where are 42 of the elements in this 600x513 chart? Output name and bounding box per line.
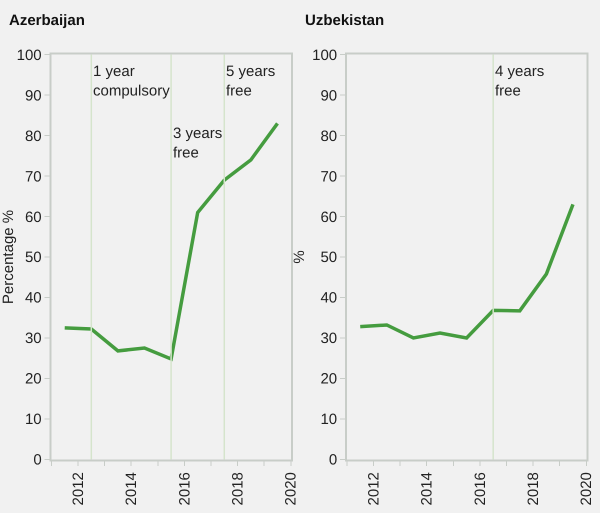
y-axis-title: %	[290, 250, 308, 264]
y-tick-label: 0	[328, 452, 338, 469]
y-tick-label: 10	[24, 411, 42, 428]
y-tick-label: 90	[24, 87, 42, 104]
y-tick-label: 30	[24, 330, 42, 348]
x-tick-label: 2018	[524, 472, 542, 506]
x-tick-label: 2020	[578, 472, 596, 506]
y-tick-label: 60	[320, 208, 338, 226]
ref-line-label: 1 year compulsory	[93, 63, 170, 100]
y-tick-label: 50	[24, 249, 42, 266]
y-tick-label: 90	[320, 87, 338, 104]
y-tick-label: 80	[24, 128, 42, 145]
y-tick-label: 60	[24, 208, 42, 226]
x-tick-label: 2016	[176, 472, 194, 506]
line-series	[62, 122, 280, 361]
y-tick-label: 70	[24, 168, 42, 186]
x-tick-label: 2016	[472, 472, 489, 506]
y-tick-label: 80	[320, 128, 338, 145]
chart-title: Azerbaijan	[9, 12, 85, 29]
y-tick-label: 30	[320, 330, 338, 348]
y-tick-label: 100	[16, 46, 42, 64]
x-tick-label: 2018	[229, 472, 246, 506]
y-tick-label: 50	[320, 249, 338, 266]
ref-line-label: 5 years free	[226, 63, 276, 100]
x-tick-label: 2014	[418, 472, 436, 506]
line-series	[358, 202, 575, 340]
x-tick-label: 2012	[365, 472, 382, 506]
x-tick-label: 2020	[282, 472, 300, 506]
y-tick-label: 20	[320, 370, 338, 388]
y-tick-label: 40	[24, 290, 42, 307]
y-tick-label: 100	[312, 46, 338, 64]
chart-title: Uzbekistan	[305, 12, 384, 29]
x-tick-label: 2014	[123, 472, 140, 506]
y-tick-label: 10	[320, 411, 338, 428]
x-tick-label: 2012	[70, 472, 87, 506]
y-tick-label: 40	[320, 290, 338, 307]
y-tick-label: 70	[320, 168, 338, 186]
ref-line-label: 3 years free	[173, 125, 222, 162]
y-tick-label: 20	[24, 370, 42, 388]
ref-line-label: 4 years free	[495, 63, 544, 100]
y-axis-title: Percentage %	[0, 210, 17, 304]
y-tick-label: 0	[33, 452, 42, 469]
